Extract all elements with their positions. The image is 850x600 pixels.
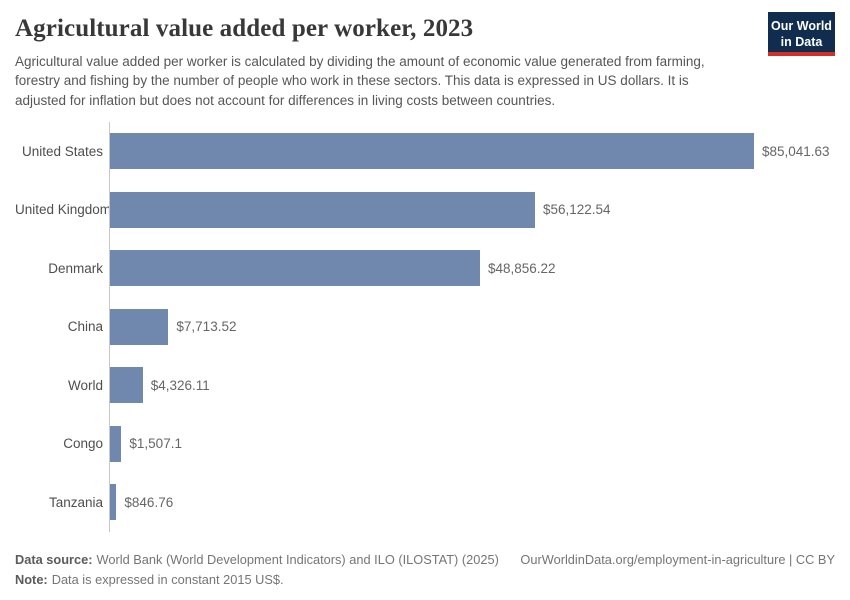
bar-track: $56,122.54 <box>109 180 850 239</box>
note-text: Data is expressed in constant 2015 US$. <box>51 572 284 587</box>
bar-row: United Kingdom $56,122.54 <box>15 180 850 239</box>
bar[interactable] <box>110 367 143 404</box>
bar-row: Denmark $48,856.22 <box>15 239 850 298</box>
bar-row: World $4,326.11 <box>15 356 850 415</box>
data-source-text: World Bank (World Development Indicators… <box>96 552 499 567</box>
value-label: $4,326.11 <box>150 377 210 393</box>
bar-chart: United States $85,041.63 United Kingdom … <box>15 122 850 532</box>
chart-rows: United States $85,041.63 United Kingdom … <box>15 122 850 532</box>
bar-track: $846.76 <box>109 473 850 532</box>
category-label: Denmark <box>48 260 103 276</box>
bar-track: $1,507.1 <box>109 414 850 473</box>
category-label: China <box>67 319 103 335</box>
owid-logo-line1: Our World <box>771 19 832 33</box>
data-source: Data source: World Bank (World Developmen… <box>15 552 499 567</box>
category-label: United Kingdom <box>15 202 112 218</box>
note-label: Note: <box>15 572 48 587</box>
bar[interactable] <box>110 484 117 521</box>
bar-track: $7,713.52 <box>109 297 850 356</box>
page-title: Agricultural value added per worker, 202… <box>15 15 474 42</box>
chart-header: Agricultural value added per worker, 202… <box>0 0 850 110</box>
value-label: $7,713.52 <box>176 319 237 335</box>
owid-logo: Our World in Data <box>768 12 835 56</box>
bar[interactable] <box>110 133 754 170</box>
bar[interactable] <box>110 308 169 345</box>
bar-track: $85,041.63 <box>109 122 850 181</box>
bar[interactable] <box>110 250 480 287</box>
category-label: Congo <box>63 436 103 452</box>
chart-subtitle: Agricultural value added per worker is c… <box>15 54 705 108</box>
category-label: United States <box>21 143 103 159</box>
bar-row: China $7,713.52 <box>15 297 850 356</box>
bar-row: United States $85,041.63 <box>15 122 850 181</box>
bar-row: Congo $1,507.1 <box>15 414 850 473</box>
data-source-label: Data source: <box>15 552 93 567</box>
value-label: $85,041.63 <box>762 143 830 159</box>
owid-link[interactable]: OurWorldinData.org/employment-in-agricul… <box>520 552 835 567</box>
category-label: Tanzania <box>48 494 103 510</box>
bar-row: Tanzania $846.76 <box>15 473 850 532</box>
owid-logo-line2: in Data <box>780 35 823 50</box>
bar-track: $48,856.22 <box>109 239 850 298</box>
bar-track: $4,326.11 <box>109 356 850 415</box>
footer-note-line: Note: Data is expressed in constant 2015 … <box>15 572 835 587</box>
category-label: World <box>67 377 103 393</box>
bar[interactable] <box>110 191 535 228</box>
footer-source-line: Data source: World Bank (World Developmen… <box>15 552 835 567</box>
value-label: $1,507.1 <box>129 436 182 452</box>
value-label: $846.76 <box>124 494 174 510</box>
bar[interactable] <box>110 425 122 462</box>
value-label: $56,122.54 <box>543 202 611 218</box>
value-label: $48,856.22 <box>487 260 556 276</box>
chart-footer: Data source: World Bank (World Developmen… <box>15 552 835 587</box>
